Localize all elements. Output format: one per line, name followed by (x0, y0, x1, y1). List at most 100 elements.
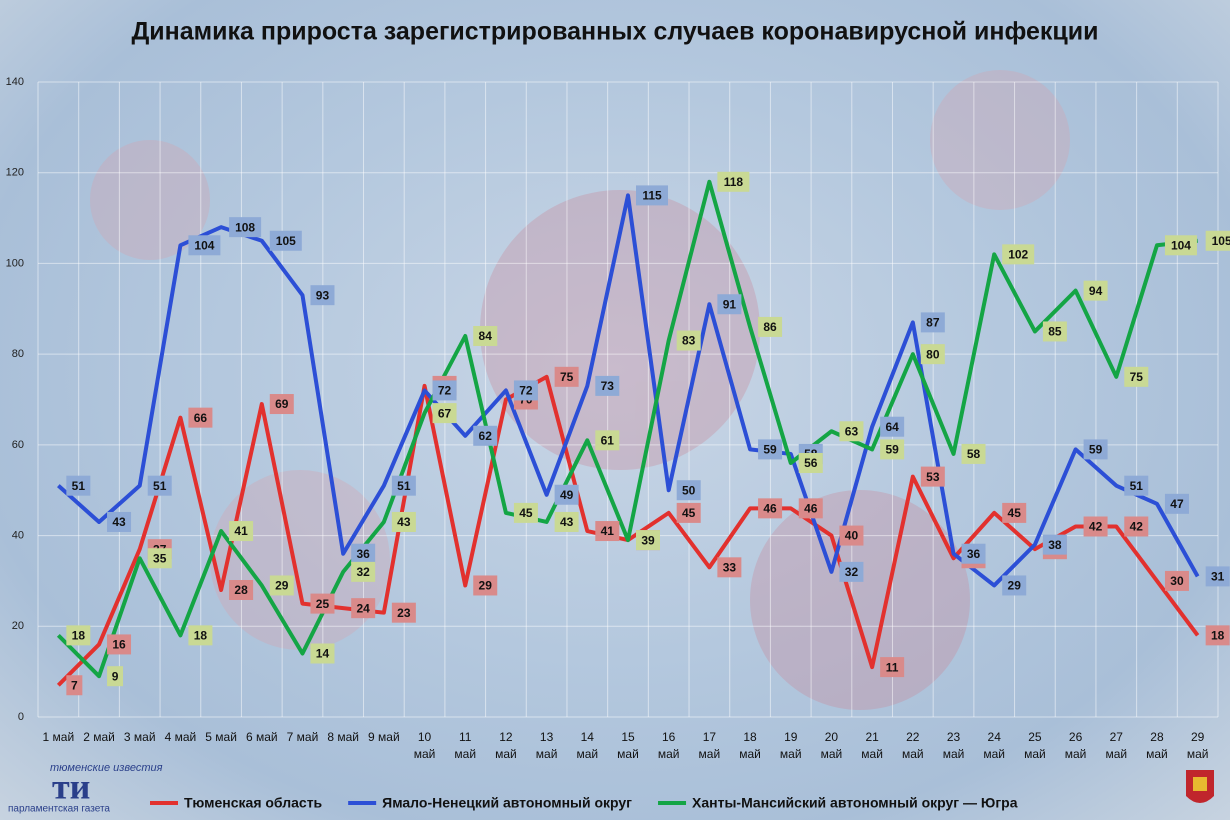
data-label-box (269, 230, 302, 251)
data-label-box (391, 475, 416, 496)
data-label-text: 36 (967, 547, 981, 561)
data-label-text: 91 (723, 297, 737, 311)
data-label-box (107, 511, 132, 532)
data-label-box (1002, 244, 1035, 265)
x-tick-label: 8 май (327, 730, 359, 744)
data-label: 53 (920, 466, 945, 487)
data-label: 7 (66, 675, 83, 696)
x-tick-label: 21 май (861, 730, 883, 761)
data-label-text: 93 (316, 288, 330, 302)
data-label-box (839, 561, 864, 582)
data-label: 91 (717, 294, 742, 315)
x-tick-label: 9 май (368, 730, 400, 744)
data-label: 102 (1002, 244, 1035, 265)
data-label: 36 (961, 543, 986, 564)
data-label-box (1164, 570, 1189, 591)
data-label-box (269, 394, 294, 415)
x-tick-label: 16 май (657, 730, 680, 761)
data-label: 49 (554, 484, 579, 505)
data-label-text: 51 (397, 479, 411, 493)
data-label-text: 18 (1211, 629, 1225, 643)
data-label: 18 (66, 625, 91, 646)
data-label-box (595, 430, 620, 451)
data-label-text: 7 (71, 678, 78, 692)
data-label: 42 (1083, 516, 1108, 537)
data-label: 25 (310, 593, 335, 614)
data-label-text: 115 (642, 189, 662, 203)
data-label: 108 (229, 217, 262, 238)
data-label-box (1042, 321, 1067, 342)
data-label-box (351, 561, 376, 582)
x-tick-label: 26 май (1064, 730, 1087, 761)
data-label-box (758, 498, 783, 519)
data-label-text: 38 (1048, 538, 1062, 552)
data-label: 46 (758, 498, 783, 519)
data-label-box (920, 312, 945, 333)
x-tick-label: 22 май (901, 730, 924, 761)
data-label: 31 (1205, 566, 1230, 587)
data-label-box (880, 416, 905, 437)
data-label-text: 31 (1211, 570, 1225, 584)
data-label-text: 69 (275, 397, 289, 411)
logo-top: тюменские известия (50, 762, 163, 774)
data-label: 61 (595, 430, 620, 451)
data-label-box (188, 235, 221, 256)
x-tick-label: 10 май (413, 730, 436, 761)
data-label: 80 (920, 344, 945, 365)
data-label-box (595, 521, 620, 542)
data-label: 16 (107, 634, 132, 655)
data-label-box (1002, 502, 1027, 523)
data-label: 45 (513, 502, 538, 523)
data-label-text: 62 (479, 429, 493, 443)
y-tick-label: 20 (12, 620, 24, 632)
data-label: 18 (1205, 625, 1230, 646)
data-label-box (758, 316, 783, 337)
data-label: 43 (107, 511, 132, 532)
data-label-text: 102 (1008, 248, 1028, 262)
data-label: 24 (351, 598, 376, 619)
data-label-text: 59 (1089, 443, 1103, 457)
data-label: 28 (229, 580, 254, 600)
data-label-text: 105 (276, 234, 296, 248)
data-label-text: 28 (234, 583, 248, 597)
data-label-text: 29 (1008, 579, 1022, 593)
data-label-box (310, 285, 335, 306)
data-label: 9 (107, 666, 124, 687)
data-label-text: 30 (1170, 574, 1184, 588)
data-label-text: 43 (560, 515, 574, 529)
data-label: 45 (676, 502, 701, 523)
data-label-text: 41 (601, 524, 615, 538)
data-label-text: 53 (926, 470, 940, 484)
data-label: 51 (391, 475, 416, 496)
x-tick-label: 28 май (1146, 730, 1168, 761)
data-label: 29 (1002, 575, 1027, 596)
x-tick-label: 14 май (576, 730, 599, 761)
data-label: 69 (269, 394, 294, 415)
x-tick-label: 25 май (1024, 730, 1046, 761)
data-label-box (1042, 534, 1067, 555)
data-label-box (1164, 493, 1189, 514)
data-label-box (351, 543, 376, 564)
data-label: 86 (758, 316, 783, 337)
data-label: 63 (839, 421, 864, 442)
data-label: 87 (920, 312, 945, 333)
data-label: 35 (147, 548, 172, 569)
data-label-box (880, 439, 905, 460)
data-label-text: 118 (724, 175, 744, 189)
data-label-box (961, 543, 986, 564)
data-label: 85 (1042, 321, 1067, 342)
data-label-text: 104 (194, 238, 214, 252)
data-label-text: 83 (682, 334, 696, 348)
x-tick-label: 29 май (1186, 730, 1209, 761)
data-label: 42 (1124, 516, 1149, 537)
data-label: 43 (554, 511, 579, 532)
data-label-box (1164, 235, 1197, 256)
data-label-box (554, 511, 579, 532)
data-label-text: 46 (763, 502, 777, 516)
data-label-box (473, 425, 498, 446)
x-tick-label: 17 май (698, 730, 721, 761)
data-label-text: 72 (519, 384, 533, 398)
data-label: 23 (391, 602, 416, 623)
data-label-text: 45 (682, 506, 696, 520)
